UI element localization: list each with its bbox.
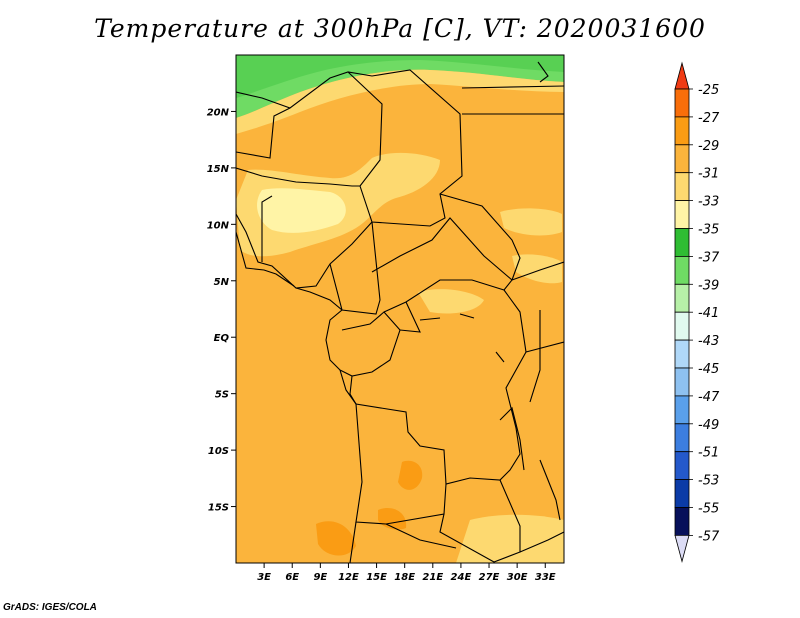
lon-tick-label: 21E: [422, 572, 443, 583]
lat-tick-label: 15N: [207, 164, 230, 175]
field-patch-namibia: [316, 521, 356, 556]
border-lake-tanganyika: [499, 406, 525, 471]
field-patch-south: [456, 514, 564, 563]
border-zambia: [439, 479, 521, 563]
field-green-dark: [236, 55, 564, 98]
lon-tick-label: 3E: [257, 572, 271, 583]
border-sudan: [439, 193, 521, 281]
colorbar-label: -29: [698, 139, 719, 154]
lon-tick-label: 15E: [366, 572, 387, 583]
coast-red-sea: [537, 61, 549, 83]
colorbar-swatch: [674, 311, 690, 341]
field-base-29-31: [236, 55, 564, 563]
lon-tick-label: 12E: [338, 572, 359, 583]
colorbar: -25 -27 -29 -31 -33 -35 -37 -39 -41 -43 -45 -47 -49 -…: [674, 61, 720, 563]
colorbar-label: -37: [698, 250, 720, 265]
colorbar-swatch: [674, 88, 690, 118]
lon-tick-label: 18E: [394, 572, 415, 583]
colorbar-label: -33: [698, 195, 719, 210]
colorbar-label: -53: [698, 474, 719, 489]
colorbar-swatch: [674, 367, 690, 397]
field-yellow-strip: [236, 69, 564, 134]
border-malawi: [539, 459, 561, 521]
coast-west-central: [295, 287, 343, 371]
field-patch-angola: [398, 460, 423, 490]
colorbar-label: -55: [698, 502, 719, 517]
border-namibia-south: [349, 521, 357, 563]
border-benin: [261, 195, 273, 262]
colorbar-swatch: [674, 116, 690, 146]
lat-tick-label: 15S: [208, 503, 229, 514]
colorbar-swatch: [674, 172, 690, 201]
colorbar-top-arrow: [674, 61, 690, 90]
colorbar-bottom-arrow: [674, 535, 690, 563]
colorbar-label: -49: [698, 418, 719, 433]
field-patch-east: [500, 208, 562, 236]
colorbar-swatch: [674, 283, 690, 313]
lakes-inland: [419, 313, 505, 363]
lon-tick-label: 24E: [451, 572, 472, 583]
lon-tick-label: 9E: [313, 572, 327, 583]
map-title: Temperature at 300hPa [C], VT: 202003160…: [94, 14, 706, 43]
map-frame: [235, 54, 565, 564]
coast-cabinda: [339, 369, 357, 405]
border-uganda: [525, 341, 564, 353]
colorbar-label: -57: [698, 529, 720, 544]
border-botswana: [385, 523, 457, 549]
border-cameroon: [329, 221, 381, 315]
lon-tick-label: 27E: [479, 572, 500, 583]
longitude-ticks: 3E 6E 9E 12E 15E 18E 21E 24E 27E 30E 33E: [257, 563, 556, 583]
coast-gulf-guinea: [236, 231, 295, 287]
grads-credit: GrADS: IGES/COLA: [3, 602, 97, 613]
lat-tick-label: 10N: [207, 220, 230, 231]
colorbar-swatch: [674, 228, 690, 257]
lat-tick-label: EQ: [214, 333, 230, 344]
border-south-sudan: [511, 261, 564, 281]
border-mali: [236, 107, 291, 159]
colorbar-label: -25: [698, 83, 719, 98]
colorbar-swatch: [674, 451, 690, 481]
lon-tick-label: 6E: [285, 572, 299, 583]
border-zimbabwe: [519, 531, 564, 553]
colorbar-label: -51: [698, 446, 719, 461]
temperature-field: [236, 55, 564, 563]
colorbar-swatch: [674, 507, 690, 536]
border-drc: [349, 289, 527, 485]
border-congo: [339, 311, 401, 377]
colorbar-swatch: [674, 200, 690, 229]
colorbar-label: -35: [698, 223, 719, 238]
colorbar-swatch: [674, 339, 690, 369]
colorbar-swatch: [674, 479, 690, 508]
lat-tick-label: 10S: [208, 446, 229, 457]
colorbar-label: -43: [698, 334, 719, 349]
colorbar-label: -39: [698, 278, 719, 293]
border-sahara: [236, 69, 463, 227]
border-lake-victoria: [529, 310, 541, 403]
colorbar-label: -47: [698, 390, 720, 405]
colorbar-label: -31: [698, 167, 719, 182]
colorbar-label: -41: [698, 306, 719, 321]
lon-tick-label: 30E: [507, 572, 528, 583]
colorbar-label: -27: [698, 111, 720, 126]
colorbar-swatch: [674, 395, 690, 425]
lat-tick-label: 5S: [215, 390, 229, 401]
field-green-band: [236, 55, 564, 118]
colorbar-label: -45: [698, 362, 719, 377]
field-sahel-palest: [257, 188, 346, 233]
latitude-ticks: 20N 15N 10N 5N EQ 5S 10S 15S: [207, 107, 236, 514]
border-angola: [355, 403, 447, 525]
political-borders: [236, 61, 564, 563]
lon-tick-label: 33E: [535, 572, 556, 583]
lat-tick-label: 20N: [207, 107, 230, 118]
colorbar-swatch: [674, 144, 690, 174]
border-libya-egypt: [461, 85, 564, 89]
border-niger-south: [236, 167, 360, 187]
field-patch-center: [418, 289, 484, 314]
colorbar-swatch: [674, 423, 690, 453]
colorbar-swatch: [674, 255, 690, 285]
lat-tick-label: 5N: [214, 277, 230, 288]
border-drc-north: [399, 301, 421, 333]
